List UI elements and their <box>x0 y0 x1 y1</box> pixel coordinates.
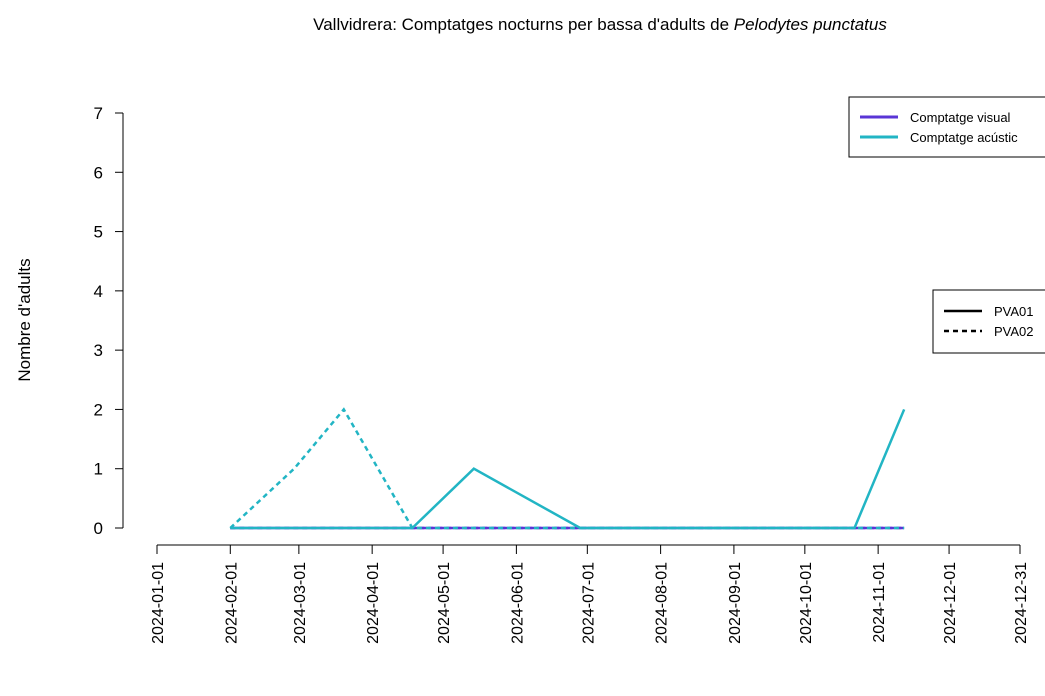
data-line <box>229 407 905 530</box>
x-tick-label: 2024-03-01 <box>292 562 309 644</box>
legend-box <box>848 96 1045 158</box>
x-tick-label: 2024-10-01 <box>798 562 815 644</box>
legend-label: PVA01 <box>994 304 1034 319</box>
chart-title: Vallvidrera: Comptatges nocturns per bas… <box>313 15 887 34</box>
x-tick-label: 2024-02-01 <box>223 562 240 644</box>
data-line <box>230 408 906 530</box>
x-tick-label: 2024-01-01 <box>150 562 167 644</box>
y-tick-label: 3 <box>94 341 103 360</box>
legend-label: PVA02 <box>994 324 1034 339</box>
title-species: Pelodytes punctatus <box>734 15 888 34</box>
x-tick-label: 2024-12-01 <box>942 562 959 644</box>
x-tick-label: 2024-07-01 <box>580 562 597 644</box>
x-tick-label: 2024-08-01 <box>654 562 671 644</box>
title-text: Vallvidrera: Comptatges nocturns per bas… <box>313 15 734 34</box>
legend-label: Comptatge acústic <box>910 130 1018 145</box>
y-tick-label: 5 <box>94 223 103 242</box>
x-tick-label: 2024-09-01 <box>727 562 744 644</box>
x-tick-label: 2024-11-01 <box>871 562 888 643</box>
y-axis-label: Nombre d'adults <box>15 258 34 381</box>
y-tick-label: 7 <box>94 104 103 123</box>
x-tick-label: 2024-04-01 <box>365 562 382 644</box>
y-tick-label: 2 <box>94 400 103 419</box>
y-tick-label: 4 <box>94 282 103 301</box>
y-tick-label: 6 <box>94 163 103 182</box>
x-tick-label: 2024-06-01 <box>509 562 526 644</box>
x-tick-label: 2024-12-31 <box>1013 562 1030 644</box>
y-tick-label: 0 <box>94 519 103 538</box>
legend-box <box>932 289 1045 354</box>
y-tick-label: 1 <box>94 460 103 479</box>
x-tick-label: 2024-05-01 <box>436 562 453 644</box>
legend-label: Comptatge visual <box>910 110 1011 125</box>
